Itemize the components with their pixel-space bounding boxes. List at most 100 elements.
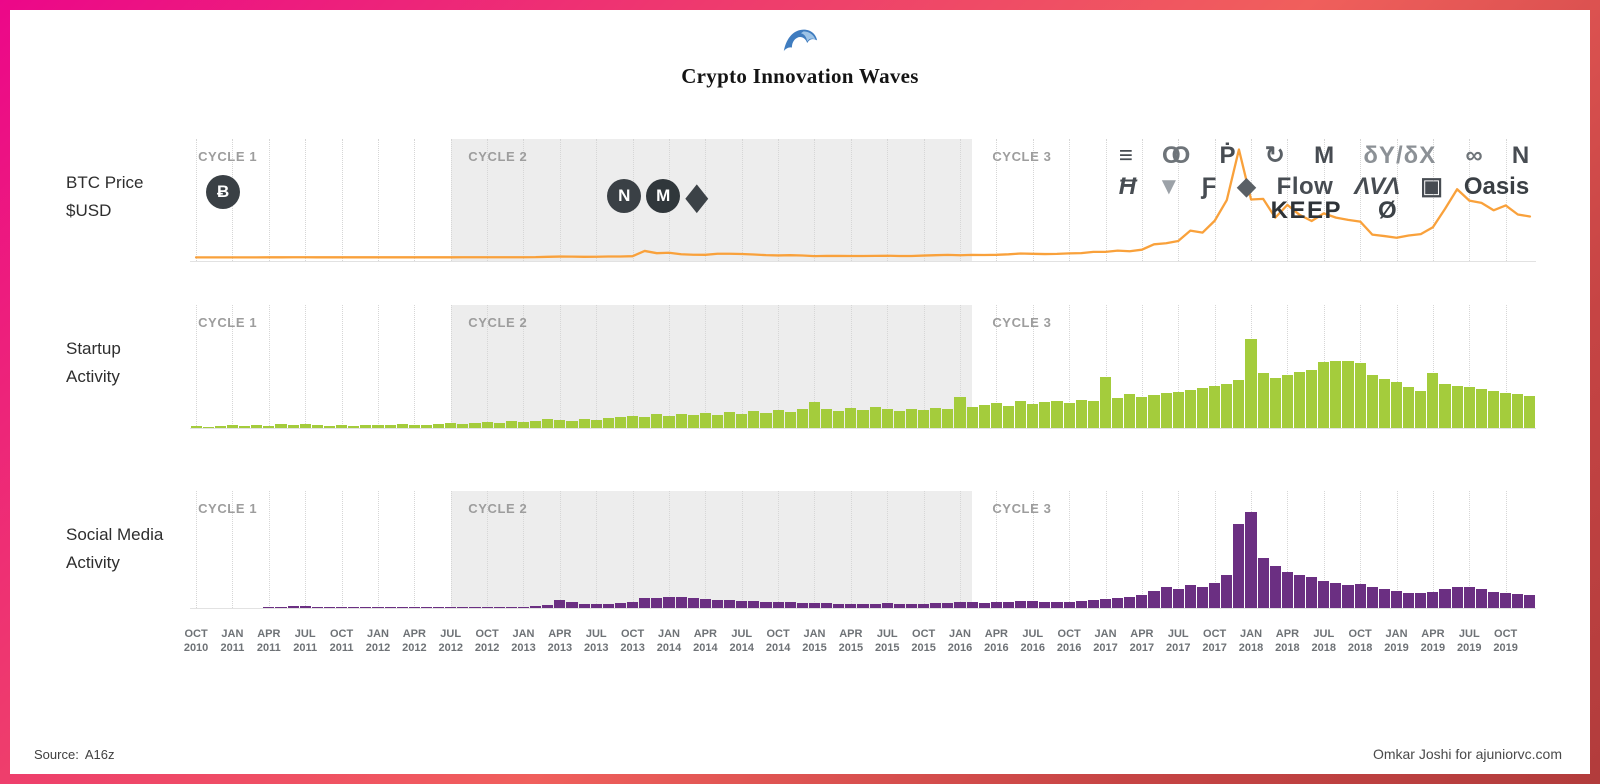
bar: [1306, 577, 1318, 608]
bar: [772, 410, 784, 428]
quarter-gridline: [487, 139, 489, 261]
bar: [651, 413, 663, 428]
quarter-gridline: [1469, 491, 1471, 608]
bar: [1148, 590, 1160, 608]
bar: [845, 407, 857, 428]
bar: [602, 604, 614, 608]
cycle-label-1: CYCLE 1: [198, 315, 258, 330]
quarter-gridline: [341, 305, 343, 428]
bar: [869, 604, 881, 608]
quarter-gridline: [1287, 139, 1289, 261]
axis-tick: APR 2016: [984, 628, 1009, 654]
bar: [1415, 390, 1427, 428]
bar: [445, 607, 457, 608]
quarter-gridline: [196, 305, 198, 428]
axis-tick: OCT 2010: [183, 628, 209, 654]
bar: [1463, 586, 1475, 608]
bar: [1075, 601, 1087, 608]
bar: [1051, 602, 1063, 608]
bar: [408, 607, 420, 608]
source-value: A16z: [84, 747, 115, 762]
bar: [772, 602, 784, 608]
bar: [639, 417, 651, 428]
bar: [1293, 372, 1305, 428]
bar: [263, 426, 275, 428]
quarter-gridline: [1432, 139, 1434, 261]
bar: [614, 603, 626, 608]
quarter-gridline: [960, 491, 961, 608]
bar: [796, 603, 808, 608]
quarter-gridline: [1178, 491, 1180, 608]
bar: [348, 426, 360, 428]
bar: [687, 414, 699, 428]
bar: [1099, 376, 1111, 428]
bar: [1184, 389, 1196, 428]
panel-label-btc-price: BTC Price $USD: [10, 139, 190, 262]
bar: [1487, 390, 1499, 428]
panel-label-line: Startup: [66, 339, 121, 358]
bar: [1390, 590, 1402, 608]
bar: [760, 602, 772, 608]
wave-icon: [782, 26, 818, 53]
bar: [1330, 360, 1342, 428]
axis-tick: APR 2012: [402, 628, 427, 654]
bar: [1136, 594, 1148, 608]
quarter-gridline: [1396, 139, 1398, 261]
flow-icon: Flow: [1276, 172, 1334, 200]
cycle-label-2: CYCLE 2: [468, 501, 528, 516]
bar: [299, 424, 311, 428]
bar: [736, 413, 748, 428]
quarter-gridline: [523, 139, 525, 261]
quarter-gridline: [1032, 139, 1034, 261]
bar: [1196, 586, 1208, 608]
axis-tick: OCT 2016: [1056, 628, 1082, 654]
quarter-gridline: [450, 139, 452, 261]
panel-label-line: $USD: [66, 201, 112, 220]
quarter-gridline: [1032, 491, 1034, 608]
quarter-gridline: [887, 491, 889, 608]
bar: [384, 425, 396, 428]
bar: [1015, 601, 1027, 608]
quarter-gridline: [632, 305, 634, 428]
bar: [336, 425, 348, 428]
bar: [530, 606, 542, 608]
quarter-gridline: [268, 491, 270, 608]
bar: [857, 410, 869, 428]
axis-tick: JUL 2011: [293, 628, 318, 654]
bar: [1269, 377, 1281, 428]
bar: [869, 406, 881, 428]
slashed-o-icon: Ø: [1377, 197, 1397, 224]
bitcoin-icon: Ƀ: [206, 175, 241, 209]
keep-icon: KEEP: [1270, 197, 1342, 224]
axis-tick: OCT 2015: [911, 628, 936, 654]
quarter-gridline: [923, 305, 925, 428]
bar: [517, 421, 529, 428]
bar: [1403, 592, 1415, 608]
axis-tick: OCT 2018: [1347, 628, 1373, 654]
ethereum-icon: ◆: [685, 175, 709, 218]
quarter-gridline: [487, 491, 489, 608]
bar: [505, 420, 517, 428]
bar: [372, 607, 384, 608]
bar: [1160, 586, 1172, 608]
quarter-gridline: [923, 491, 925, 608]
quarter-gridline: [1505, 491, 1507, 608]
bar: [590, 604, 602, 608]
bar: [930, 603, 942, 608]
axis-tick: APR 2011: [256, 628, 281, 654]
quarter-gridline: [778, 139, 780, 261]
bar: [881, 603, 893, 608]
dydx-icon: δY/δX: [1363, 141, 1437, 169]
bar: [1221, 383, 1233, 428]
axis-tick: OCT 2012: [474, 628, 500, 654]
quarter-gridline: [196, 139, 198, 261]
axis-tick: OCT 2019: [1493, 628, 1518, 654]
quarter-gridline: [450, 491, 452, 608]
bar: [1112, 397, 1124, 428]
bar: [990, 602, 1002, 608]
quarter-gridline: [1505, 139, 1507, 261]
infinity-icon: ∞: [1465, 141, 1483, 169]
quarter-gridline: [741, 491, 743, 608]
bar: [408, 425, 420, 428]
